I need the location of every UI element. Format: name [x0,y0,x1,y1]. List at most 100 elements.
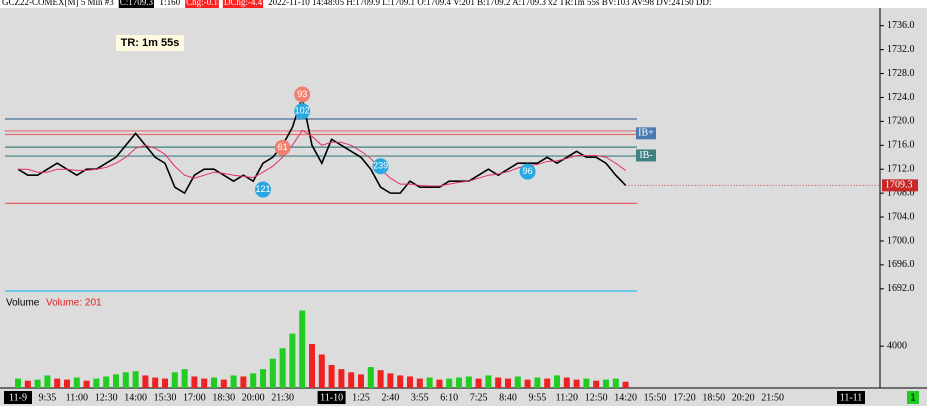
x-tick-label: 21:30 [271,392,294,403]
bubble [274,139,291,156]
x-tick-label: 20:00 [242,392,265,403]
volume-bar [338,369,345,388]
volume-bar [309,344,315,388]
header-item-bg [222,0,264,8]
bubble-label: 93 [297,89,307,99]
x-tick-label: 11-9 [9,392,27,403]
volume-bar [171,372,178,388]
volume-bar [367,367,374,388]
volume-bar [534,377,541,388]
volume-subtitle: Volume: 201 [46,298,102,309]
annotation-box [116,35,184,51]
bubble-label: 239 [373,161,388,171]
header-item: C:1709.3 [120,0,154,7]
y-tick-label: 1736.0 [887,20,915,31]
volume-bar [211,377,217,388]
header-item: Chg:-0.1 [186,0,218,7]
bubble [372,158,389,175]
volume-bar [446,378,453,388]
bubble-label: 96 [523,166,533,176]
header-item-bg [118,0,155,8]
volume-bar [152,377,159,388]
x-tick-label: 17:20 [673,392,696,403]
volume-bar [142,375,149,388]
volume-bar [475,378,482,388]
x-tick-label: 11:20 [556,392,578,403]
x-tick-label: 11-11 [840,392,863,403]
y-tick-label: 1720.0 [887,116,915,127]
volume-bar [485,375,492,388]
volume-bar [73,377,80,388]
volume-bar [377,370,384,388]
header-item-bg [185,0,219,8]
volume-bar [93,378,100,388]
volume-bar [191,376,198,388]
header-item: DChg:-4.4 [224,0,263,7]
x-tick-label: 11-10 [320,392,343,403]
x-day-box [317,391,346,404]
x-tick-label: 12:30 [95,392,118,403]
volume-bar [34,379,41,388]
bubble [294,86,311,103]
volume-bar [54,378,61,388]
x-tick-label: 6:10 [440,392,458,403]
bubble-label: 102 [295,106,310,116]
volume-bar [416,378,423,388]
level-tag-label: IB+ [638,128,654,139]
x-tick-label: 3:55 [411,392,429,403]
x-tick-label: 11:00 [66,392,88,403]
corner-box [907,391,919,404]
volume-bar [603,379,609,388]
header-item: 2022-11-10 14:48:05 H:1709.9 L:1709.1 O:… [268,0,711,7]
volume-bar [612,378,619,388]
volume-bar [269,358,276,388]
x-tick-label: 1:25 [352,392,370,403]
volume-bar [514,376,521,388]
bubble-label: 61 [278,142,288,152]
volume-bar [260,369,266,388]
annotation: TR: 1m 55s [121,37,180,49]
volume-title: Volume [6,298,40,309]
x-tick-label: 15:30 [154,392,177,403]
volume-bar [132,371,139,388]
volume-bar [407,376,413,388]
volume-bar [220,379,227,388]
x-tick-label: 21:50 [761,392,784,403]
volume-bar [122,372,129,388]
x-day-box [837,391,865,404]
header-bar [0,0,927,8]
x-tick-label: 15:50 [644,392,667,403]
last-price-label: 1709.3 [885,180,913,191]
volume-bar [113,374,119,388]
corner-label: 1 [910,393,916,404]
volume-bar [426,377,433,388]
volume-bar [397,375,404,388]
volume-bar [544,378,551,388]
x-tick-label: 9:35 [39,392,57,403]
volume-bar [387,373,394,388]
x-tick-label: 7:25 [470,392,488,403]
x-tick-label: 14:20 [614,392,637,403]
x-tick-label: 9:55 [529,392,547,403]
volume-bar [436,379,443,388]
y-tick-label: 4000 [887,340,907,351]
x-day-box [4,391,32,404]
bubble [519,163,536,180]
volume-bar [456,377,462,388]
y-tick-label: 1732.0 [887,44,915,55]
volume-bar [573,379,580,388]
volume-bar [524,379,531,388]
volume-bar [289,333,296,388]
volume-bar [299,310,306,388]
volume-bar [103,376,110,388]
volume-bar [328,364,335,388]
volume-bar [505,378,511,388]
y-tick-label: 1692.0 [887,283,915,294]
level-tag [636,127,656,140]
y-tick-label: 1704.0 [887,211,915,222]
x-tick-label: 18:50 [702,392,725,403]
y-tick-label: 1724.0 [887,92,915,103]
volume-bar [181,369,188,388]
x-tick-label: 2:40 [382,392,400,403]
